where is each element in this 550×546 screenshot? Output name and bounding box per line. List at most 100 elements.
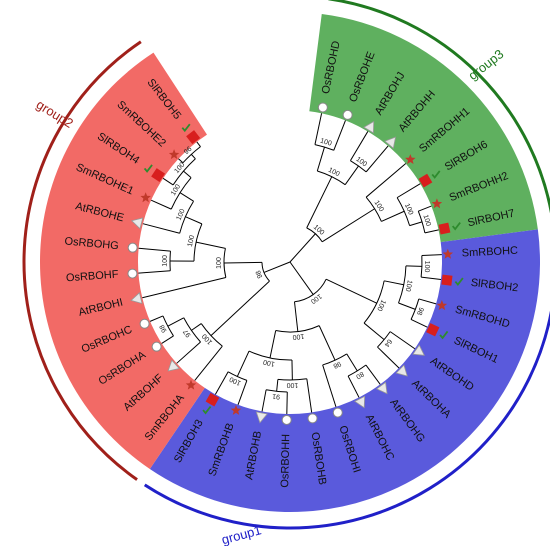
- bootstrap-label: 100: [286, 381, 298, 388]
- circle-marker-osrbohg: [127, 242, 138, 253]
- branch-line-83: [138, 270, 171, 274]
- branch-line-92: [162, 177, 174, 186]
- star-marker-smrbohb: [230, 404, 242, 415]
- check-marker-slrboh7: [451, 222, 461, 231]
- star-marker-smrbohe2: [168, 149, 180, 160]
- branch-line-69: [191, 323, 202, 331]
- bootstrap-label: 100: [162, 255, 169, 267]
- square-marker-slrboh1: [426, 323, 440, 337]
- branch-line-27: [293, 301, 299, 332]
- branch-arc-79: [193, 223, 203, 262]
- tree-branches: [138, 113, 442, 414]
- leaf-label-osrbohf: OsRBOHF: [66, 268, 120, 284]
- branch-line-38: [418, 298, 437, 305]
- bootstrap-label: 98: [159, 323, 169, 333]
- bootstrap-label: 96: [183, 146, 194, 156]
- circle-marker-osrbohh: [281, 414, 292, 425]
- branch-line-33: [398, 302, 416, 310]
- branch-line-44: [318, 325, 336, 361]
- branch-arc-76: [223, 248, 227, 278]
- triangle-marker-atrboha: [395, 364, 408, 377]
- branch-line-12: [333, 120, 346, 151]
- group-label-group3: group3: [465, 46, 506, 83]
- branch-line-89: [150, 199, 172, 210]
- branch-line-32: [405, 265, 422, 267]
- branch-line-1: [289, 233, 316, 263]
- bootstrap-label: 80: [354, 370, 364, 380]
- branch-line-60: [261, 389, 267, 412]
- bootstrap-label: 100: [354, 156, 368, 169]
- branch-line-30: [363, 322, 385, 340]
- group-label-group2: group2: [34, 97, 76, 131]
- branch-line-20: [396, 183, 421, 199]
- circle-marker-osrbohi: [332, 407, 343, 418]
- branch-line-93: [190, 154, 196, 160]
- group-arcs: [22, 0, 550, 530]
- branch-line-50: [365, 364, 381, 385]
- branch-arc-22: [417, 211, 426, 233]
- arc-group1: [143, 310, 550, 530]
- arc-group2: [22, 40, 142, 481]
- bootstrap-label: 100: [403, 203, 414, 217]
- branch-line-72: [167, 317, 184, 327]
- check-marker-slrboh3: [202, 406, 212, 415]
- branch-line-8: [316, 146, 325, 172]
- bootstrap-label: 98: [255, 269, 264, 279]
- triangle-marker-atrbohb: [255, 411, 268, 424]
- branch-line-2: [289, 261, 314, 295]
- branch-arc-43: [275, 325, 320, 333]
- check-marker-slrboh5: [181, 123, 191, 133]
- bootstrap-label: 100: [292, 332, 304, 340]
- branch-line-17: [365, 163, 407, 198]
- bootstrap-label: 97: [182, 328, 192, 338]
- bootstrap-label: 100: [309, 292, 323, 305]
- circle-marker-osrboha: [151, 341, 162, 352]
- bootstrap-label: 91: [272, 392, 281, 400]
- bootstrap-label: 100: [187, 235, 196, 248]
- square-marker-slrboh3: [205, 392, 220, 407]
- check-marker-slrboh4: [143, 164, 153, 173]
- branch-arc-25: [294, 278, 327, 303]
- branch-line-68: [194, 345, 223, 381]
- arc-group3: [328, 0, 550, 214]
- leaf-markers: [127, 102, 464, 425]
- square-marker-slrboh6: [418, 173, 433, 188]
- branch-line-21: [409, 221, 423, 227]
- circle-marker-osrbohf: [127, 268, 138, 279]
- circle-marker-osrbohc: [139, 318, 150, 329]
- star-marker-smrbohd: [436, 300, 448, 310]
- branch-line-96: [196, 141, 201, 147]
- branch-arc-40: [377, 331, 391, 348]
- bootstrap-label: 100: [375, 298, 386, 312]
- sector-group1: [149, 229, 541, 513]
- branch-line-15: [365, 145, 389, 173]
- branch-line-45: [269, 330, 277, 359]
- bootstrap-label: 100: [176, 208, 187, 222]
- bootstrap-label: 100: [229, 375, 243, 386]
- branch-line-36: [421, 276, 442, 280]
- branch-line-39: [410, 319, 428, 328]
- star-marker-smrbohh2: [431, 198, 443, 209]
- branch-line-56: [306, 378, 313, 413]
- branch-line-66: [223, 261, 263, 264]
- branch-arc-4: [306, 227, 323, 243]
- branch-arc-70: [183, 317, 201, 343]
- leaf-label-smrbohc: SmRBOHC: [461, 245, 518, 260]
- branch-line-29: [384, 280, 404, 286]
- triangle-marker-atrbohh: [384, 136, 397, 149]
- bootstrap-label: 98: [332, 360, 342, 370]
- bootstrap-label: 100: [421, 214, 431, 227]
- star-marker-smrbohc: [442, 248, 454, 259]
- branch-line-42: [377, 346, 400, 369]
- branch-line-62: [237, 380, 248, 406]
- circle-marker-osrbohb: [307, 413, 318, 424]
- branch-line-75: [149, 315, 164, 322]
- triangle-marker-atrbohe: [130, 217, 144, 230]
- branch-line-14: [349, 131, 369, 161]
- star-marker-smrboha: [185, 379, 197, 390]
- star-marker-smrbohh1: [405, 154, 416, 165]
- branch-line-26: [325, 278, 377, 304]
- triangle-marker-atrbohj: [363, 120, 375, 134]
- square-marker-slrboh7: [438, 222, 451, 235]
